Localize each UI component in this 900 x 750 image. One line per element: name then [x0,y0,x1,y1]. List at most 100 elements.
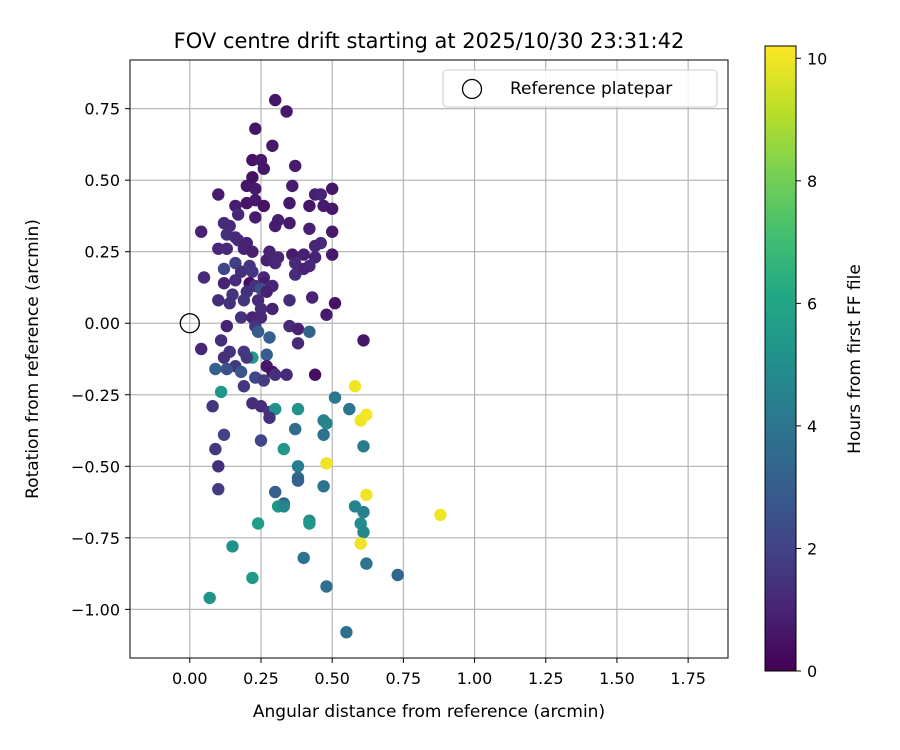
data-point [203,591,216,605]
data-point [280,368,293,381]
data-point [291,337,305,350]
data-point [354,537,367,550]
plot-area [129,59,729,659]
data-point [251,517,265,530]
data-point [257,199,270,213]
data-point [297,551,310,565]
y-tick-label: 0.00 [84,314,120,333]
colorbar-tick-label: 10 [807,49,827,68]
data-point [217,428,231,441]
data-point [360,488,373,502]
data-point [246,245,259,258]
data-point [195,225,208,238]
data-point [251,325,265,338]
data-point [317,480,330,493]
data-point [223,297,236,310]
data-point [297,248,310,261]
data-point [214,334,228,347]
data-point [269,256,282,270]
x-tick-label: 0.00 [172,669,208,688]
data-point [306,291,319,304]
data-point [240,351,253,364]
data-point [320,308,333,321]
data-point [269,93,282,107]
data-point [269,368,282,381]
data-point [357,525,370,539]
data-point [220,362,233,376]
data-point [291,474,305,487]
data-point [291,402,305,416]
data-point [254,302,268,316]
data-point [246,265,259,278]
y-axis-ticks: 0.75 0.50 0.25 0.00 −0.25 −0.50 −0.75 −1.00 [71,100,130,619]
data-point [249,211,262,224]
data-point [197,271,211,284]
data-point [326,182,339,195]
data-point [314,188,327,201]
data-point [283,294,296,307]
x-tick-label: 1.00 [457,669,493,688]
data-point [257,374,270,387]
data-point [277,500,290,513]
data-point [206,400,219,413]
data-point [391,568,404,582]
data-point [212,242,225,255]
colorbar: 0 2 4 6 8 10 Hours from first FF file [764,45,865,681]
data-point [340,626,353,639]
data-point [234,365,248,379]
data-point [360,557,373,570]
data-point [283,196,296,210]
data-point [212,188,225,201]
data-point [308,239,322,253]
x-tick-label: 0.50 [314,669,350,688]
reference-layer [179,313,200,334]
data-point [269,219,282,233]
legend-entry-reference-platepar: Reference platepar [510,79,672,99]
data-point [434,508,447,522]
y-tick-label: −0.50 [71,457,120,476]
x-axis-label: Angular distance from reference (arcmin) [253,702,605,722]
data-point [266,302,279,316]
data-point [229,274,242,287]
colorbar-gradient [764,45,797,672]
data-point [220,319,233,333]
data-point [283,216,296,230]
data-point [303,222,316,235]
data-point [263,411,276,424]
data-point [289,268,302,281]
data-point [280,105,293,118]
data-point [303,517,316,530]
data-point [209,442,222,456]
x-tick-label: 1.25 [528,669,564,688]
x-tick-label: 1.75 [670,669,706,688]
data-point [326,248,339,261]
data-point [326,202,339,215]
legend-box [442,69,718,108]
data-point [289,159,302,173]
x-tick-label: 0.75 [386,669,422,688]
x-tick-label: 0.25 [243,669,279,688]
data-point [217,351,231,364]
data-point [237,380,251,393]
colorbar-tick-label: 0 [807,662,817,681]
data-point [246,571,259,585]
legend: Reference platepar [442,69,718,108]
data-point [254,434,268,447]
data-point [320,457,333,470]
data-point [246,153,259,167]
data-point [234,311,248,324]
data-point [320,580,333,593]
colorbar-ticks: 0 2 4 6 8 10 [796,49,827,681]
colorbar-tick-label: 8 [807,172,817,191]
data-point [326,225,339,238]
data-point [217,277,231,290]
data-point [195,342,208,356]
y-axis-label: Rotation from reference (arcmin) [23,219,43,499]
data-point [328,297,342,310]
data-point [289,422,302,436]
data-point [308,368,322,381]
data-point [263,331,276,344]
data-point [303,325,316,338]
colorbar-tick-label: 4 [807,417,817,436]
data-point [320,417,333,430]
